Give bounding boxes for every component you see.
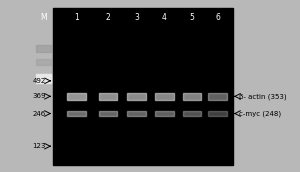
Bar: [67, 111, 86, 116]
Text: 492: 492: [33, 78, 46, 84]
Bar: [36, 73, 51, 83]
Text: 5: 5: [190, 13, 194, 22]
Text: 1: 1: [74, 13, 79, 22]
Bar: [183, 93, 201, 100]
Text: β- actin (353): β- actin (353): [239, 93, 287, 100]
Text: 123: 123: [32, 143, 46, 149]
Bar: [36, 45, 51, 52]
Text: 3: 3: [134, 13, 139, 22]
Bar: [52, 8, 233, 165]
Text: c-myc (248): c-myc (248): [239, 110, 281, 117]
Text: 6: 6: [215, 13, 220, 22]
Text: 4: 4: [162, 13, 167, 22]
Bar: [208, 93, 227, 100]
Bar: [183, 111, 201, 116]
Bar: [127, 93, 146, 100]
Bar: [36, 59, 51, 65]
Text: 246: 246: [33, 111, 46, 116]
Text: 369: 369: [32, 93, 46, 99]
Text: 2: 2: [106, 13, 110, 22]
Bar: [99, 111, 117, 116]
Bar: [67, 93, 86, 100]
Bar: [99, 93, 117, 100]
Bar: [208, 111, 227, 116]
Text: M: M: [40, 13, 47, 22]
Bar: [155, 93, 174, 100]
Bar: [127, 111, 146, 116]
Bar: [155, 111, 174, 116]
